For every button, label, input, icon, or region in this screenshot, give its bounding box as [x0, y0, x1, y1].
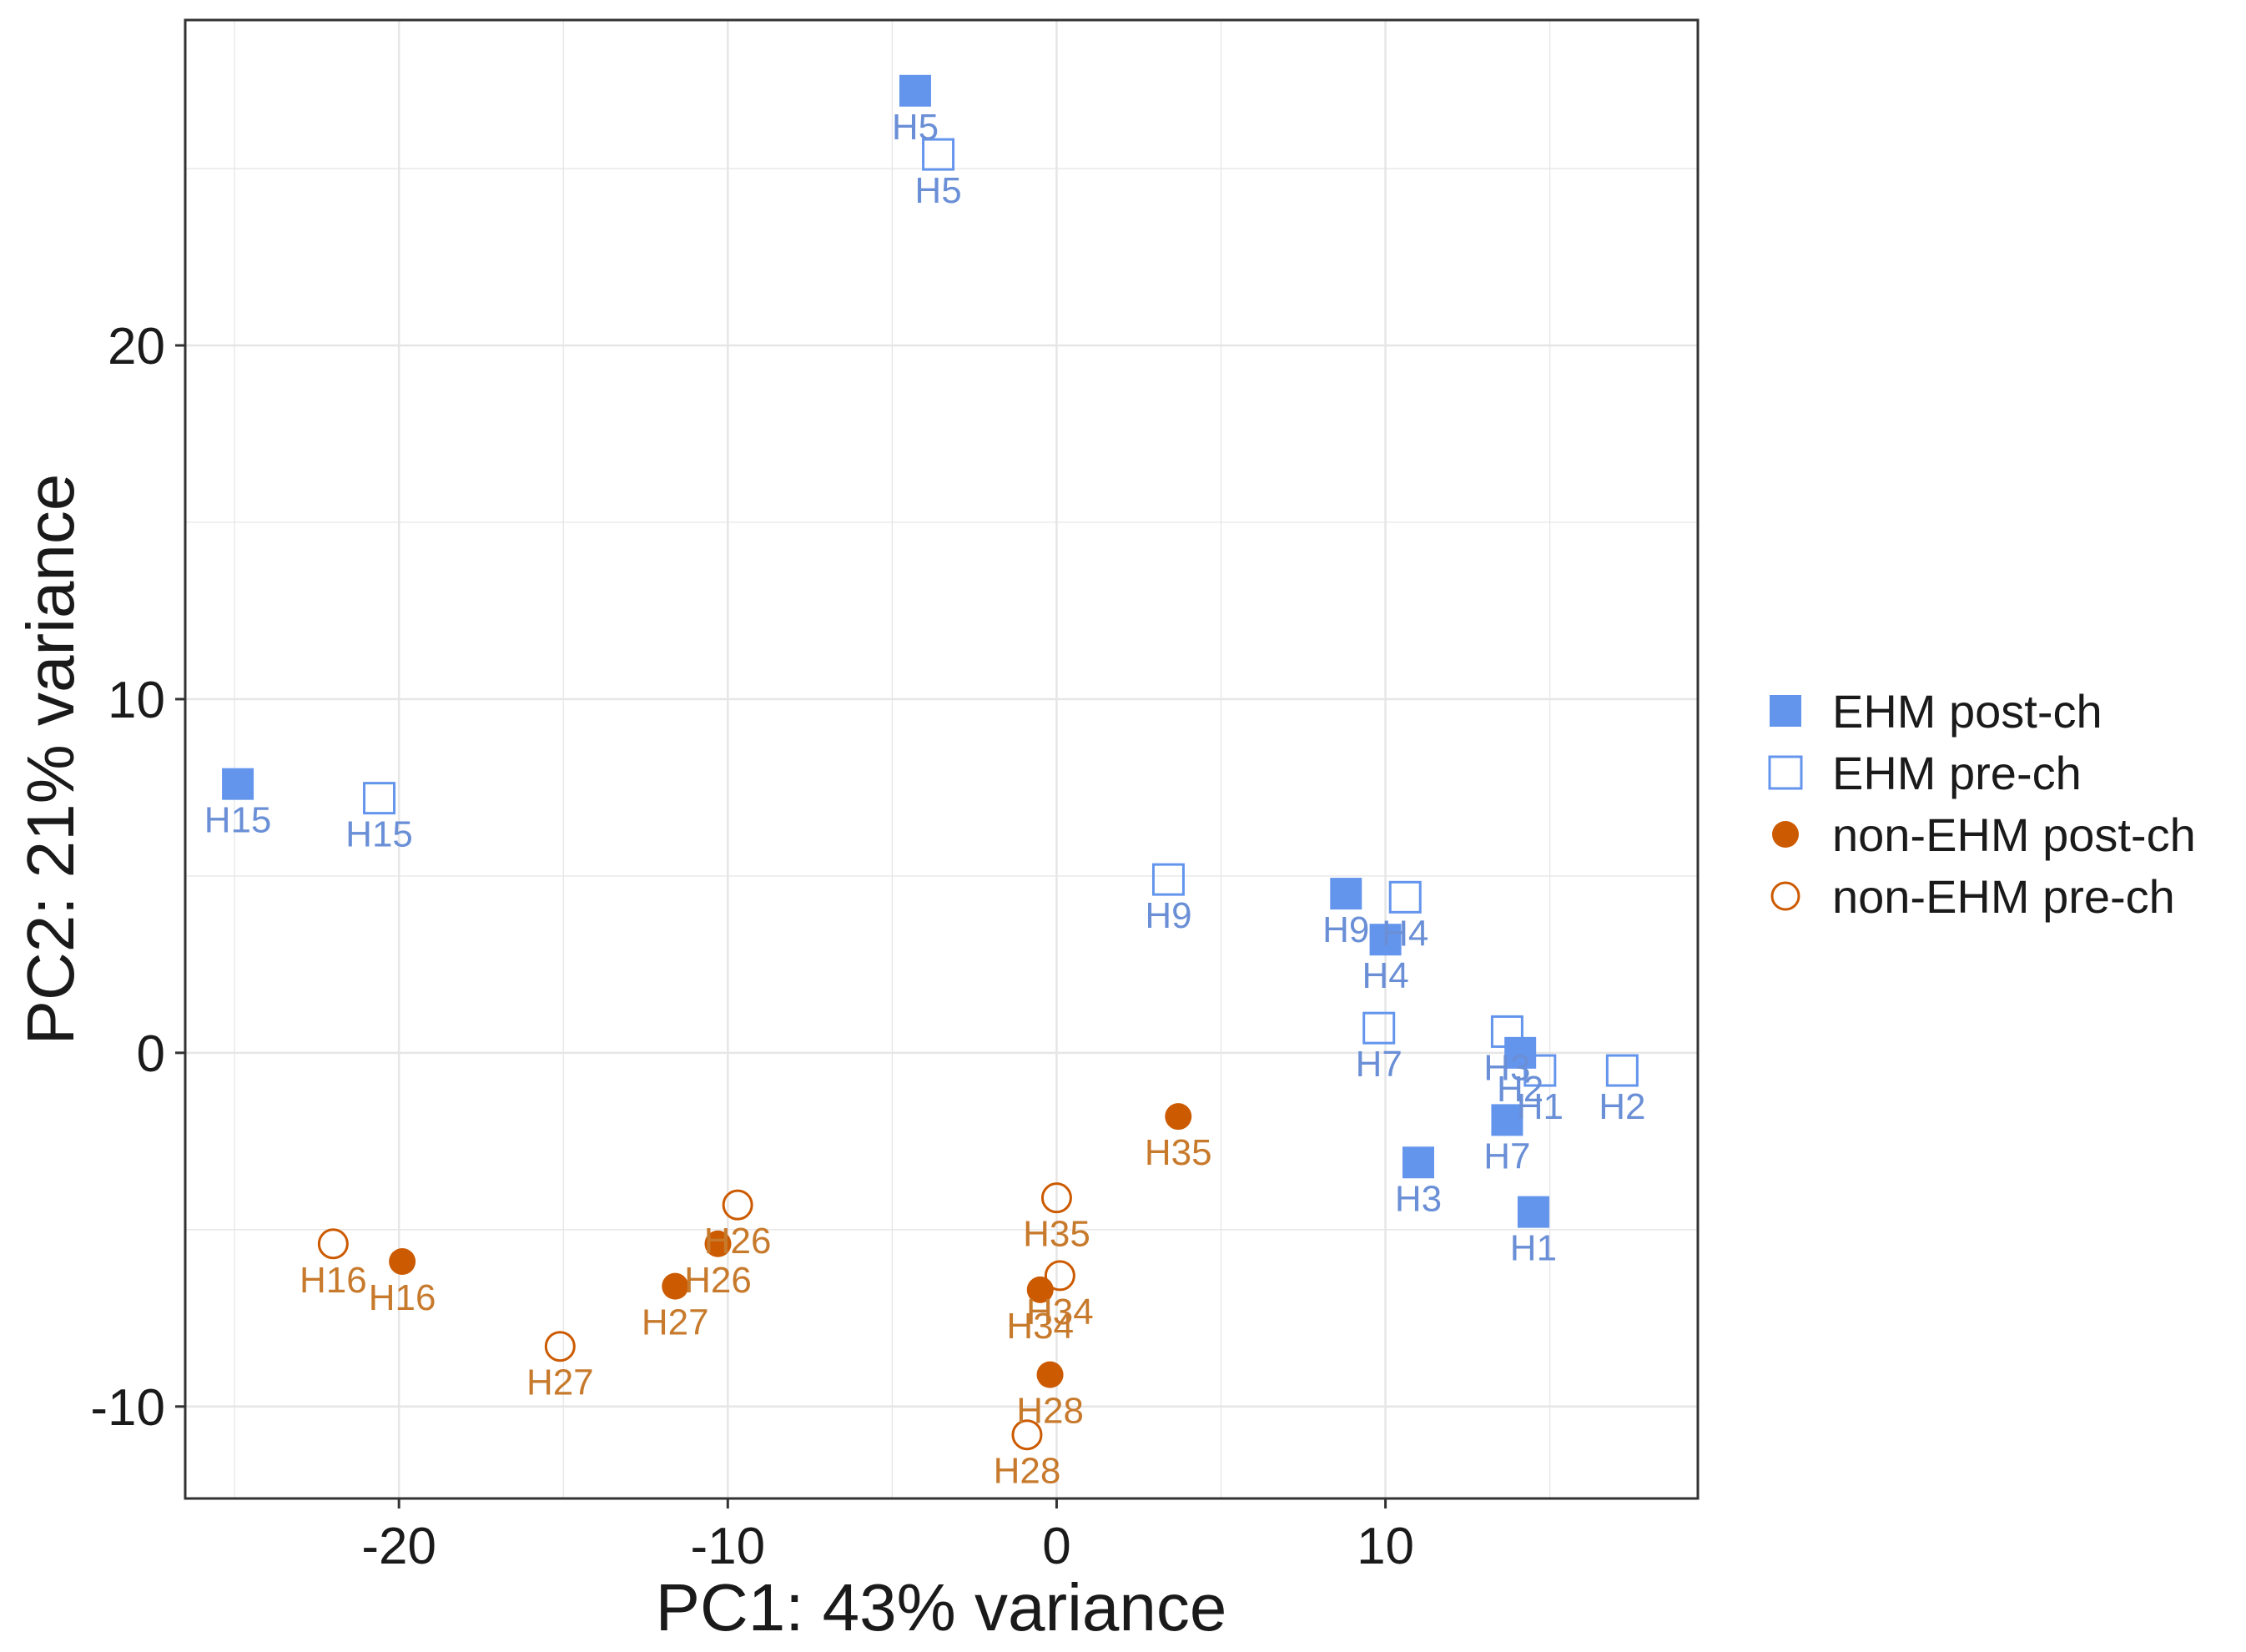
point-label: H28 [1016, 1391, 1084, 1432]
ehm-post-ch-point [1330, 878, 1362, 910]
x-axis-title: PC1: 43% variance [656, 1570, 1227, 1644]
point-label: H26 [704, 1221, 772, 1262]
point-label: H34 [1006, 1306, 1074, 1347]
x-tick-label: -20 [361, 1518, 436, 1575]
non-ehm-post-ch-point [662, 1272, 689, 1300]
non-ehm-post-ch-point [704, 1230, 732, 1257]
ehm-pre-ch-point [1362, 1011, 1396, 1045]
plot-panel-border [184, 18, 1700, 1500]
point-label: H7 [1356, 1044, 1402, 1085]
point-label: H35 [1145, 1132, 1212, 1173]
ehm-post-ch-point [1402, 1146, 1434, 1179]
non-ehm-pre-ch-point [1044, 1260, 1075, 1292]
legend-key-non-ehm-post-ch [1772, 821, 1799, 848]
legend-label: EHM pre-ch [1832, 747, 2082, 799]
non-ehm-post-ch-point [1036, 1361, 1064, 1388]
point-label: H28 [994, 1451, 1061, 1492]
y-tick-label: 20 [108, 318, 165, 375]
point-label: H15 [345, 814, 413, 855]
ehm-pre-ch-point [363, 782, 396, 815]
point-label: H27 [526, 1362, 594, 1403]
legend-key-non-ehm-pre-ch [1770, 881, 1800, 911]
ehm-post-ch-point [899, 74, 931, 107]
x-tick-label: 0 [1042, 1518, 1070, 1575]
point-label: H5 [892, 107, 939, 148]
non-ehm-post-ch-point [1165, 1103, 1192, 1131]
point-label: H16 [369, 1277, 436, 1318]
point-label: H3 [1395, 1178, 1442, 1219]
ehm-pre-ch-point [1151, 863, 1185, 896]
point-label: H15 [204, 800, 272, 841]
non-ehm-pre-ch-point [1040, 1182, 1072, 1214]
ehm-post-ch-point [1491, 1104, 1523, 1136]
non-ehm-post-ch-point [389, 1247, 416, 1275]
ehm-post-ch-point [1517, 1196, 1549, 1228]
ehm-pre-ch-point [922, 138, 955, 171]
point-label: H5 [914, 170, 961, 211]
x-tick-label: 10 [1357, 1518, 1414, 1575]
point-label: H27 [642, 1302, 709, 1343]
point-label: H3 [1483, 1047, 1530, 1088]
non-ehm-pre-ch-point [722, 1189, 753, 1221]
legend-label: non-EHM pre-ch [1832, 870, 2175, 923]
legend-key-ehm-pre-ch [1768, 755, 1803, 790]
ehm-post-ch-point [1504, 1036, 1537, 1069]
point-label: H16 [300, 1260, 367, 1301]
legend: EHM post-ch EHM pre-ch non-EHM post-ch non-… [1768, 685, 2196, 923]
point-label: H2 [1599, 1086, 1645, 1127]
ehm-pre-ch-point [1388, 880, 1422, 914]
point-label: H9 [1145, 895, 1191, 936]
point-label: H9 [1322, 909, 1369, 950]
ehm-post-ch-point [222, 768, 254, 800]
ehm-pre-ch-point [1490, 1015, 1523, 1048]
non-ehm-pre-ch-point [317, 1228, 349, 1260]
y-tick-label: 0 [137, 1025, 165, 1083]
axes: -20 -10 0 10 -10 0 10 20 [90, 318, 1414, 1575]
point-label: H35 [1023, 1214, 1090, 1255]
point-label: H4 [1362, 955, 1408, 996]
ehm-post-ch-point [1369, 924, 1402, 956]
non-ehm-pre-ch-point [544, 1331, 576, 1362]
point-label: H1 [1510, 1228, 1557, 1269]
ehm-pre-ch-point [1523, 1054, 1557, 1087]
ehm-pre-ch-point [1605, 1054, 1639, 1087]
point-label: H1 [1517, 1086, 1564, 1127]
y-tick-label: 10 [108, 672, 165, 729]
point-label: H4 [1382, 913, 1428, 954]
point-label: H2 [1497, 1069, 1543, 1110]
legend-label: EHM post-ch [1832, 685, 2102, 738]
point-label: H34 [1026, 1292, 1094, 1332]
point-label: H26 [684, 1260, 752, 1301]
x-tick-label: -10 [691, 1518, 766, 1575]
non-ehm-pre-ch-point [1011, 1419, 1043, 1451]
legend-key-ehm-post-ch [1770, 695, 1801, 727]
y-tick-label: -10 [90, 1379, 165, 1437]
y-axis-title: PC2: 21% variance [13, 474, 88, 1045]
point-label: H7 [1483, 1136, 1530, 1176]
legend-label: non-EHM post-ch [1832, 808, 2196, 861]
data-points [222, 74, 1639, 1451]
